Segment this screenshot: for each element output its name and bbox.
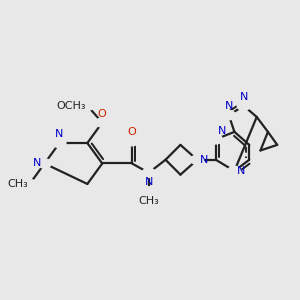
Ellipse shape <box>38 159 51 168</box>
Text: N: N <box>218 126 226 136</box>
Ellipse shape <box>222 110 235 120</box>
Ellipse shape <box>96 118 109 127</box>
Ellipse shape <box>228 166 241 176</box>
Ellipse shape <box>142 168 155 178</box>
Text: OCH₃: OCH₃ <box>56 101 86 111</box>
Text: N: N <box>237 166 246 176</box>
Text: O: O <box>128 127 136 136</box>
Ellipse shape <box>53 138 66 148</box>
Ellipse shape <box>209 135 222 144</box>
Ellipse shape <box>237 101 250 110</box>
Ellipse shape <box>125 136 139 146</box>
Text: N: N <box>225 101 233 111</box>
Ellipse shape <box>191 155 204 164</box>
Text: N: N <box>145 178 153 188</box>
Ellipse shape <box>142 187 155 196</box>
Text: CH₃: CH₃ <box>138 196 159 206</box>
Text: N: N <box>239 92 248 102</box>
Ellipse shape <box>23 179 36 189</box>
Text: N: N <box>55 129 64 139</box>
Text: O: O <box>98 109 106 119</box>
Text: CH₃: CH₃ <box>7 179 28 189</box>
Ellipse shape <box>81 101 94 110</box>
Text: N: N <box>200 155 208 165</box>
Text: N: N <box>33 158 42 169</box>
